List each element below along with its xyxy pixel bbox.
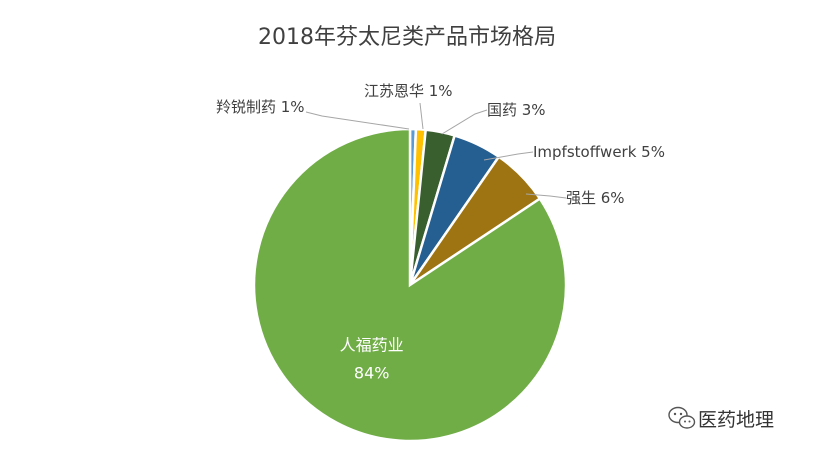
watermark: 医药地理 — [668, 406, 774, 431]
slice-label-3: 国药 3% — [487, 101, 546, 119]
leader-lines — [305, 102, 567, 199]
slice-label-5: 强生 6% — [566, 189, 625, 207]
wechat-icon — [668, 406, 696, 429]
pie-slices — [252, 127, 568, 443]
watermark-text: 医药地理 — [698, 409, 774, 431]
leader-line-2 — [419, 102, 424, 130]
slice-label-2: 江苏恩华 1% — [364, 82, 453, 100]
chart-title: 2018年芬太尼类产品市场格局 — [258, 25, 556, 50]
leader-line-5 — [525, 193, 567, 199]
slice-label-4: Impfstoffwerk 5% — [533, 143, 665, 161]
slice-label-value: 84% — [354, 363, 390, 382]
leader-line-3 — [441, 109, 488, 135]
slice-label-name: 人福药业 — [340, 335, 404, 354]
leader-line-4 — [483, 151, 534, 161]
slice-label-1: 羚锐制药 1% — [216, 98, 305, 116]
slice-labels: 羚锐制药 1% 江苏恩华 1% 国药 3% Impfstoffwerk 5% 强生 6%… — [216, 82, 665, 382]
leader-line-1 — [305, 111, 410, 130]
pie-slice-0 — [252, 127, 568, 443]
